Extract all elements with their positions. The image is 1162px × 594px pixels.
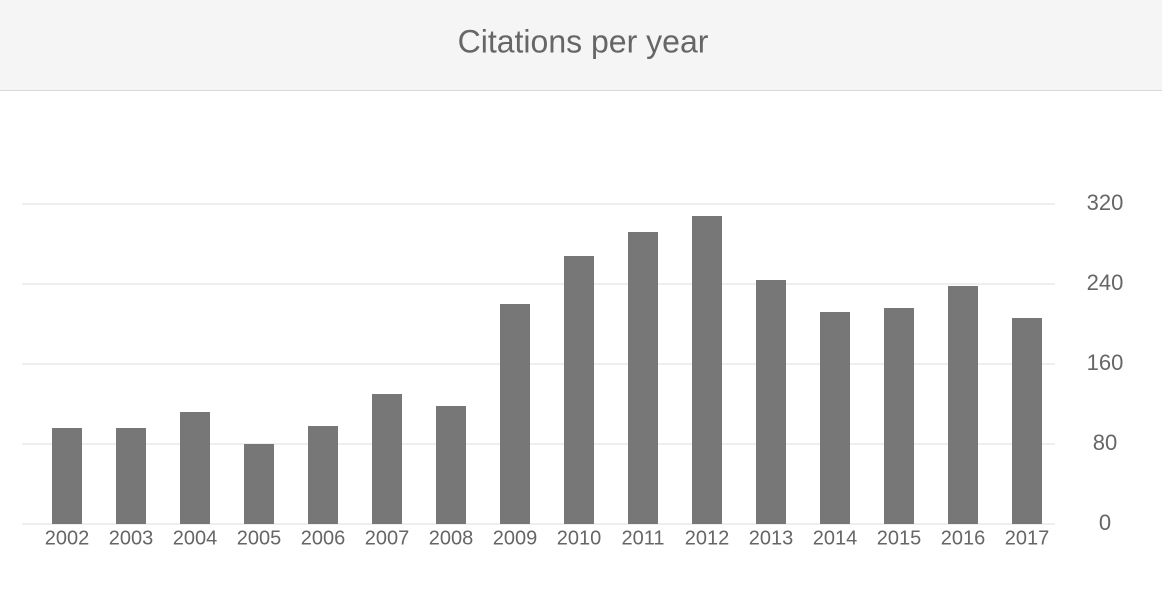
x-tick-label: 2005 (237, 527, 282, 549)
x-tick-label: 2017 (1005, 527, 1050, 549)
x-tick-label: 2014 (813, 527, 858, 549)
y-tick-label: 160 (1087, 350, 1124, 375)
x-tick-label: 2015 (877, 527, 922, 549)
y-tick-label: 240 (1087, 270, 1124, 295)
x-tick-label: 2016 (941, 527, 986, 549)
x-tick-label: 2007 (365, 527, 410, 549)
bar (692, 216, 722, 524)
y-tick-label: 80 (1093, 430, 1117, 455)
bar (52, 428, 82, 524)
x-tick-label: 2004 (173, 527, 218, 549)
chart-title: Citations per year (458, 23, 709, 59)
y-tick-label: 320 (1087, 190, 1124, 215)
bar (116, 428, 146, 524)
x-tick-label: 2006 (301, 527, 346, 549)
header-band (0, 0, 1162, 90)
x-tick-label: 2009 (493, 527, 538, 549)
bar (884, 308, 914, 524)
bar (308, 426, 338, 524)
bar (1012, 318, 1042, 524)
x-tick-label: 2002 (45, 527, 90, 549)
x-tick-label: 2012 (685, 527, 730, 549)
bar (820, 312, 850, 524)
bar (372, 394, 402, 524)
bar (628, 232, 658, 524)
x-tick-label: 2013 (749, 527, 794, 549)
x-tick-label: 2003 (109, 527, 154, 549)
y-tick-label: 0 (1099, 510, 1111, 535)
x-tick-label: 2008 (429, 527, 474, 549)
bar (244, 444, 274, 524)
bar (180, 412, 210, 524)
x-tick-label: 2011 (621, 527, 664, 549)
bar (436, 406, 466, 524)
bar (948, 286, 978, 524)
bar (564, 256, 594, 524)
bar (500, 304, 530, 524)
x-tick-label: 2010 (557, 527, 602, 549)
bar (756, 280, 786, 524)
